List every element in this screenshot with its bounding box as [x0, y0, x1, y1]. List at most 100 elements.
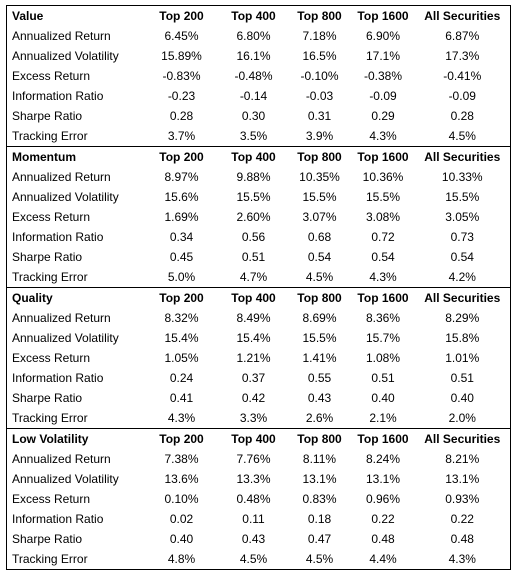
metric-value: 2.1%: [351, 408, 415, 429]
metric-label: Excess Return: [6, 207, 144, 227]
metric-label: Annualized Return: [6, 308, 144, 328]
factor-header-row-quality: Quality Top 200 Top 400 Top 800 Top 1600 All …: [6, 287, 511, 308]
metric-value: 3.07%: [302, 210, 337, 224]
metric-value: 6.80%: [236, 29, 271, 43]
metric-label: Tracking Error: [6, 408, 144, 429]
metric-value: 4.3%: [143, 408, 220, 429]
metric-value: 17.3%: [414, 46, 511, 66]
column-header: Top 800: [287, 287, 352, 308]
table-row: Tracking Error 3.7% 3.5% 3.9% 4.3% 4.5%: [6, 126, 511, 147]
metric-value: -0.83%: [162, 69, 201, 83]
metric-value: 10.35%: [299, 170, 340, 184]
table-row: Sharpe Ratio 0.40 0.43 0.47 0.48 0.48: [6, 529, 511, 549]
metric-value: 0.10%: [164, 492, 199, 506]
metric-value: 15.5%: [302, 331, 337, 345]
metric-value: 6.90%: [365, 29, 401, 43]
metric-value: 0.93%: [414, 489, 511, 509]
column-header: All Securities: [414, 428, 511, 449]
metric-value: 8.49%: [236, 311, 271, 325]
metric-label: Information Ratio: [6, 86, 144, 106]
metric-value: -0.03: [305, 89, 334, 103]
metric-value: -0.41%: [414, 66, 511, 86]
metric-label: Information Ratio: [6, 368, 144, 388]
metric-value: 4.7%: [219, 267, 288, 288]
metric-value: 0.28: [169, 109, 194, 123]
metric-label: Sharpe Ratio: [6, 106, 144, 126]
table-row: Excess Return 1.69% 2.60% 3.07% 3.08% 3.05%: [6, 207, 511, 227]
metric-value: 3.08%: [365, 210, 401, 224]
table-row: Excess Return 1.05% 1.21% 1.41% 1.08% 1.01%: [6, 348, 511, 368]
column-header: Top 200: [143, 287, 220, 308]
metric-value: -0.14: [239, 89, 268, 103]
column-header: All Securities: [414, 146, 511, 167]
column-header: Top 200: [143, 5, 220, 26]
metric-value: 1.05%: [164, 351, 199, 365]
table-row: Information Ratio 0.02 0.11 0.18 0.22 0.22: [6, 509, 511, 529]
table-row: Excess Return -0.83% -0.48% -0.10% -0.38% -0.…: [6, 66, 511, 86]
column-header: All Securities: [414, 287, 511, 308]
metric-value: 1.69%: [164, 210, 199, 224]
metric-value: 3.05%: [414, 207, 511, 227]
metric-label: Tracking Error: [6, 549, 144, 570]
table-row: Tracking Error 4.8% 4.5% 4.5% 4.4% 4.3%: [6, 549, 511, 570]
metric-value: 0.54: [414, 247, 511, 267]
column-header: Top 800: [287, 5, 352, 26]
metric-value: 0.54: [307, 250, 332, 264]
column-header: Top 200: [143, 428, 220, 449]
column-header: Top 1600: [351, 146, 415, 167]
metric-label: Annualized Return: [6, 167, 144, 187]
table-row: Sharpe Ratio 0.28 0.30 0.31 0.29 0.28: [6, 106, 511, 126]
metric-label: Sharpe Ratio: [6, 529, 144, 549]
metric-value: -0.38%: [363, 69, 403, 83]
column-header: Top 800: [287, 428, 352, 449]
metric-value: 8.97%: [164, 170, 199, 184]
metric-value: 4.5%: [414, 126, 511, 147]
metric-value: 7.76%: [236, 452, 271, 466]
metric-value: 1.41%: [302, 351, 337, 365]
metric-value: 0.30: [241, 109, 266, 123]
metric-value: 8.21%: [414, 449, 511, 469]
metric-value: 4.5%: [287, 549, 352, 570]
table-row: Information Ratio 0.24 0.37 0.55 0.51 0.51: [6, 368, 511, 388]
metric-value: 8.24%: [365, 452, 401, 466]
metric-label: Sharpe Ratio: [6, 388, 144, 408]
metric-label: Annualized Return: [6, 26, 144, 46]
metric-value: 6.45%: [164, 29, 199, 43]
metric-value: 0.31: [307, 109, 332, 123]
metric-value: 3.3%: [219, 408, 288, 429]
table-row: Information Ratio -0.23 -0.14 -0.03 -0.09 -0.…: [6, 86, 511, 106]
table-row: Annualized Volatility 15.4% 15.4% 15.5% 15.7…: [6, 328, 511, 348]
metric-label: Excess Return: [6, 66, 144, 86]
metric-label: Excess Return: [6, 348, 144, 368]
metric-value: 8.32%: [164, 311, 199, 325]
metric-value: 0.54: [371, 250, 395, 264]
metric-value: 10.36%: [362, 170, 404, 184]
metric-value: 15.4%: [236, 331, 271, 345]
column-header: Top 400: [219, 5, 288, 26]
metric-value: 2.0%: [414, 408, 511, 429]
table-row: Excess Return 0.10% 0.48% 0.83% 0.96% 0.93%: [6, 489, 511, 509]
table-row: Information Ratio 0.34 0.56 0.68 0.72 0.73: [6, 227, 511, 247]
metric-value: 3.9%: [287, 126, 352, 147]
metric-value: 1.08%: [365, 351, 401, 365]
metric-value: 0.83%: [302, 492, 337, 506]
metric-value: 2.60%: [236, 210, 271, 224]
metric-value: 9.88%: [236, 170, 271, 184]
table-row: Tracking Error 5.0% 4.7% 4.5% 4.3% 4.2%: [6, 267, 511, 288]
metric-value: 0.18: [307, 512, 332, 526]
column-header: Top 200: [143, 146, 220, 167]
metric-value: 4.2%: [414, 267, 511, 288]
metric-value: 0.11: [242, 512, 265, 526]
metric-value: 0.43: [241, 532, 266, 546]
table-row: Annualized Volatility 15.89% 16.1% 16.5% 17.…: [6, 46, 511, 66]
table-row: Annualized Volatility 13.6% 13.3% 13.1% 13.1…: [6, 469, 511, 489]
metric-value: 15.5%: [365, 190, 401, 204]
metric-value: 0.42: [241, 391, 266, 405]
metric-value: 6.87%: [414, 26, 511, 46]
metric-value: 8.29%: [414, 308, 511, 328]
metric-value: 0.48%: [236, 492, 271, 506]
column-header: Top 400: [219, 428, 288, 449]
metric-value: 0.28: [414, 106, 511, 126]
metric-label: Annualized Volatility: [6, 46, 144, 66]
column-header: Top 1600: [351, 287, 415, 308]
